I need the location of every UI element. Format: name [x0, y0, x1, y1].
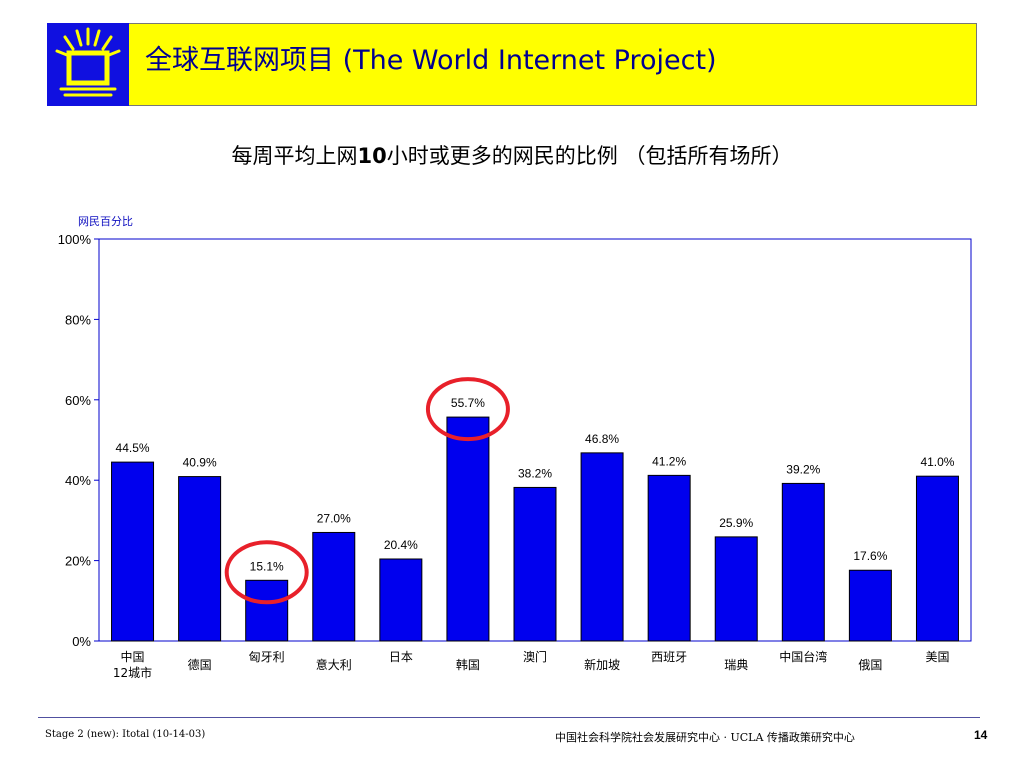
- y-axis-label: 网民百分比: [78, 215, 133, 228]
- y-tick-label: 60%: [65, 393, 91, 408]
- title-bar: [47, 23, 977, 106]
- bar: [580, 452, 624, 642]
- y-tick-label: 0%: [72, 634, 91, 649]
- chart-subtitle: 每周平均上网10小时或更多的网民的比例 （包括所有场所）: [0, 140, 1024, 170]
- x-category-label: 日本: [389, 650, 413, 664]
- x-category-label: 中国: [121, 649, 145, 664]
- footer-divider: [38, 717, 980, 718]
- subtitle-number: 10: [357, 144, 387, 168]
- x-category-label: 匈牙利: [249, 650, 285, 664]
- x-category-label: 澳门: [523, 649, 547, 664]
- x-category-label: 瑞典: [724, 658, 748, 672]
- data-label: 38.2%: [518, 466, 552, 480]
- x-category-label: 德国: [188, 657, 212, 672]
- x-category-label: 意大利: [316, 657, 352, 672]
- bar: [312, 531, 356, 642]
- bar: [446, 416, 490, 642]
- x-category-label: 西班牙: [651, 650, 687, 664]
- bar: [379, 558, 423, 642]
- data-label: 46.8%: [585, 432, 619, 446]
- y-tick-label: 80%: [65, 312, 91, 327]
- bar: [245, 579, 289, 642]
- data-label: 20.4%: [384, 538, 418, 552]
- x-category-label: 韩国: [456, 657, 480, 672]
- subtitle-after: 小时或更多的网民的比例 （包括所有场所）: [386, 144, 793, 168]
- data-label: 41.2%: [652, 454, 686, 468]
- bar-chart: 网民百分比 0% 20% 40% 60% 80% 100% 44.5% 40.9% 15.1%…: [58, 215, 972, 680]
- highlight-circle: [224, 540, 309, 605]
- bar: [915, 475, 959, 642]
- bar: [647, 474, 691, 642]
- bar: [714, 536, 758, 642]
- x-category-label: 12城市: [113, 665, 152, 680]
- data-label: 40.9%: [183, 456, 217, 470]
- page-number: 14: [974, 728, 988, 742]
- x-category-label: 俄国: [858, 658, 882, 672]
- bar: [178, 476, 222, 642]
- y-tick-label: 100%: [58, 232, 92, 247]
- bar: [111, 461, 155, 642]
- bars: 44.5% 40.9% 15.1% 27.0% 20.4% 55.7% 38.2% 46.8%…: [111, 396, 959, 642]
- subtitle-before: 每周平均上网: [231, 144, 358, 168]
- x-category-label: 中国台湾: [779, 649, 827, 664]
- y-axis: 0% 20% 40% 60% 80% 100%: [58, 232, 99, 649]
- bar: [848, 569, 892, 642]
- y-tick-label: 40%: [65, 473, 91, 488]
- data-label: 39.2%: [786, 462, 820, 476]
- page-title: 全球互联网项目 (The World Internet Project): [145, 45, 717, 76]
- bar: [781, 482, 825, 642]
- y-tick-label: 20%: [65, 554, 91, 569]
- data-label: 25.9%: [719, 516, 753, 530]
- highlight-circle: [425, 377, 510, 442]
- data-label: 17.6%: [853, 549, 887, 563]
- data-label: 44.5%: [116, 441, 150, 455]
- footer-source: Stage 2 (new): Itotal (10-14-03): [45, 729, 206, 740]
- highlight-circles: [224, 377, 510, 605]
- logo: [47, 23, 129, 106]
- x-category-label: 新加坡: [584, 657, 620, 672]
- data-label: 27.0%: [317, 511, 351, 525]
- data-label: 41.0%: [920, 455, 954, 469]
- data-label: 15.1%: [250, 559, 284, 573]
- bar: [513, 486, 557, 642]
- x-category-label: 美国: [925, 650, 949, 664]
- logo-icon: [55, 27, 121, 97]
- footer-institutions: 中国社会科学院社会发展研究中心 · UCLA 传播政策研究中心: [555, 731, 855, 744]
- data-label: 55.7%: [451, 396, 485, 410]
